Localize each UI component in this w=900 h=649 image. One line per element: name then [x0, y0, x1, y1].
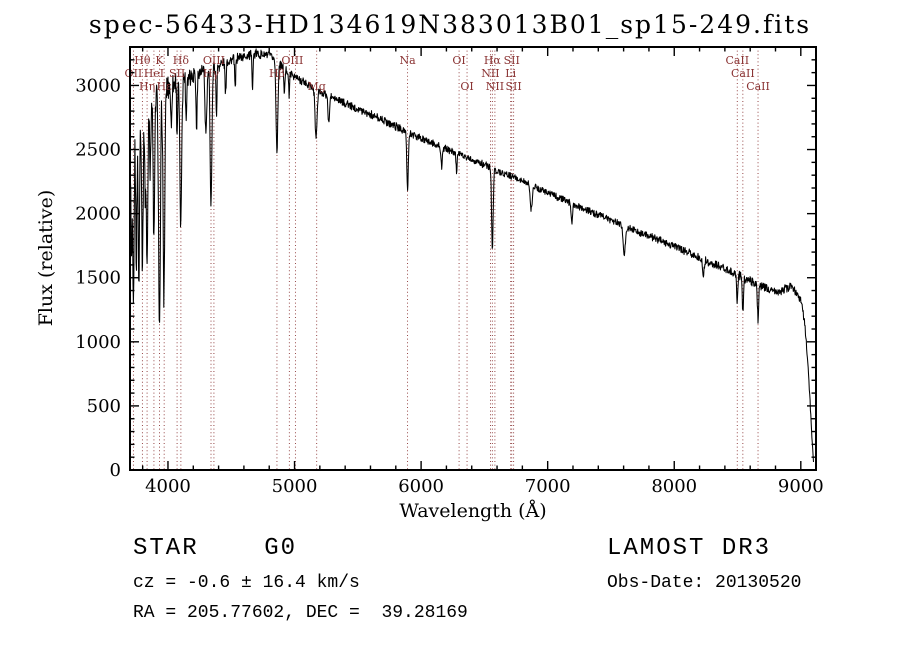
- figure-title: spec-56433-HD134619N383013B01_sp15-249.f…: [88, 10, 812, 39]
- y-tick-label: 2500: [75, 140, 121, 161]
- spectral-line-label: K: [155, 54, 164, 67]
- spectral-line-label: HeI: [144, 67, 164, 80]
- y-tick-label: 1000: [75, 332, 121, 353]
- x-tick-label: 8000: [651, 476, 697, 497]
- y-tick-label: 2000: [75, 204, 121, 225]
- x-tick-label: 5000: [272, 476, 318, 497]
- spectral-line-label: Mg: [308, 80, 326, 93]
- y-tick-label: 3000: [75, 75, 121, 96]
- spectrum-trace: [129, 48, 815, 463]
- x-tick-label: 4000: [145, 476, 191, 497]
- spectral-line-label: SII: [504, 54, 520, 67]
- spectral-line-label: OIII: [281, 54, 303, 67]
- x-axis-label: Wavelength (Å): [399, 500, 547, 522]
- spectral-line-label: Hη: [139, 80, 155, 93]
- y-tick-label: 1500: [75, 268, 121, 289]
- line-marker-group: [132, 47, 759, 470]
- spectral-line-label: Hγ: [203, 67, 220, 80]
- spectral-line-label: OIII: [203, 54, 225, 67]
- y-tick-label: 500: [87, 396, 121, 417]
- spectral-line-label: Na: [399, 54, 416, 67]
- obs-date-label: Obs-Date: 20130520: [607, 573, 802, 593]
- spectral-line-label: Hα: [484, 54, 502, 67]
- spectral-line-label: NII: [486, 80, 504, 93]
- spectral-line-label: Li: [505, 67, 516, 80]
- spectral-line-label: OII: [125, 67, 143, 80]
- x-tick-label: 6000: [398, 476, 444, 497]
- spectral-line-label: Hβ: [269, 67, 285, 80]
- plot-border: [129, 46, 817, 471]
- y-axis-label: Flux (relative): [35, 189, 57, 327]
- cz-velocity-label: cz = -0.6 ± 16.4 km/s: [133, 573, 360, 593]
- spectral-line-label: Hδ: [173, 54, 190, 67]
- survey-label: LAMOST DR3: [607, 535, 772, 562]
- spectral-line-label: CaII: [725, 54, 749, 67]
- spectral-line-label: Hε: [157, 80, 173, 93]
- object-class-label: STAR G0: [133, 535, 298, 562]
- spectral-line-label: NII: [481, 67, 499, 80]
- spectral-line-label: SII: [506, 80, 522, 93]
- x-tick-label: 9000: [778, 476, 824, 497]
- spectral-line-label: Hθ: [134, 54, 151, 67]
- y-tick-label: 0: [110, 460, 121, 481]
- spectral-line-label: CaII: [746, 80, 770, 93]
- spectral-line-label: OI: [452, 54, 465, 67]
- spectral-line-label: SII: [169, 67, 185, 80]
- spectral-line-label: OI: [460, 80, 473, 93]
- ra-dec-label: RA = 205.77602, DEC = 39.28169: [133, 603, 468, 623]
- spectral-line-label: CaII: [731, 67, 755, 80]
- x-tick-label: 7000: [525, 476, 571, 497]
